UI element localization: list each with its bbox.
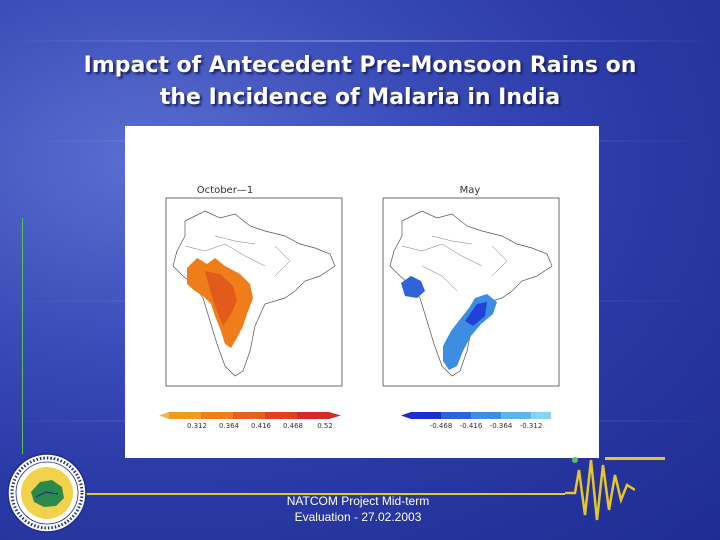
right-state-borders: [401, 235, 508, 292]
right-tick-2: -0.416: [460, 422, 483, 430]
left-colorbar-bin-1: [169, 412, 201, 419]
map-figure-svg: October—1 0.312 0.364 0.416 0.468 0.52: [159, 185, 560, 430]
left-panel-label: October—1: [197, 185, 253, 196]
decorative-green-line: [22, 218, 23, 454]
right-colorbar-bin-5: [531, 412, 551, 419]
map-figure: October—1 0.312 0.364 0.416 0.468 0.52: [125, 126, 599, 458]
left-panel-frame: [165, 197, 343, 387]
left-colorbar-bin-5: [297, 412, 341, 419]
title-line-1: Impact of Antecedent Pre-Monsoon Rains o…: [83, 53, 637, 78]
signal-waveform-icon: [565, 457, 635, 521]
decorative-yellow-line: [85, 493, 565, 495]
right-impact-region-east: [443, 294, 497, 370]
right-tick-4: -0.312: [520, 422, 543, 430]
background-wave: [0, 40, 720, 42]
footer-line-2: Evaluation - 27.02.2003: [294, 510, 422, 524]
left-colorbar: 0.312 0.364 0.416 0.468 0.52: [159, 412, 341, 430]
right-colorbar-arrow: [401, 412, 411, 419]
right-tick-3: -0.364: [490, 422, 513, 430]
organization-logo-icon: [7, 453, 87, 533]
left-colorbar-bin-3: [233, 412, 265, 419]
right-colorbar-bin-3: [471, 412, 501, 419]
right-tick-1: -0.468: [430, 422, 453, 430]
left-tick-5: 0.52: [317, 422, 333, 430]
left-tick-1: 0.312: [187, 422, 207, 430]
left-tick-2: 0.364: [219, 422, 240, 430]
slide-title: Impact of Antecedent Pre-Monsoon Rains o…: [20, 50, 700, 114]
right-panel-label: May: [460, 185, 481, 196]
footer-line-1: NATCOM Project Mid-term: [286, 494, 430, 508]
title-line-2: the Incidence of Malaria in India: [159, 85, 561, 110]
left-colorbar-bin-4: [265, 412, 297, 419]
right-impact-core: [465, 302, 487, 326]
right-colorbar-bin-4: [501, 412, 531, 419]
slide-footer: NATCOM Project Mid-term Evaluation - 27.…: [258, 493, 458, 525]
decorative-yellow-line-right: [605, 457, 665, 460]
left-map-panel: October—1 0.312 0.364 0.416 0.468 0.52: [159, 185, 343, 430]
right-colorbar-bin-1: [411, 412, 441, 419]
right-colorbar-bin-2: [441, 412, 471, 419]
left-india-outline: [172, 210, 336, 377]
right-impact-region-west: [401, 276, 425, 298]
left-tick-3: 0.416: [251, 422, 272, 430]
left-impact-core: [205, 271, 237, 326]
left-tick-4: 0.468: [283, 422, 303, 430]
right-map-panel: May -0.468 -0.416 -0.364 -0.312: [382, 185, 560, 430]
right-panel-frame: [382, 197, 560, 387]
left-colorbar-arrow: [159, 412, 169, 419]
left-colorbar-bin-2: [201, 412, 233, 419]
right-colorbar: -0.468 -0.416 -0.364 -0.312: [401, 412, 551, 430]
